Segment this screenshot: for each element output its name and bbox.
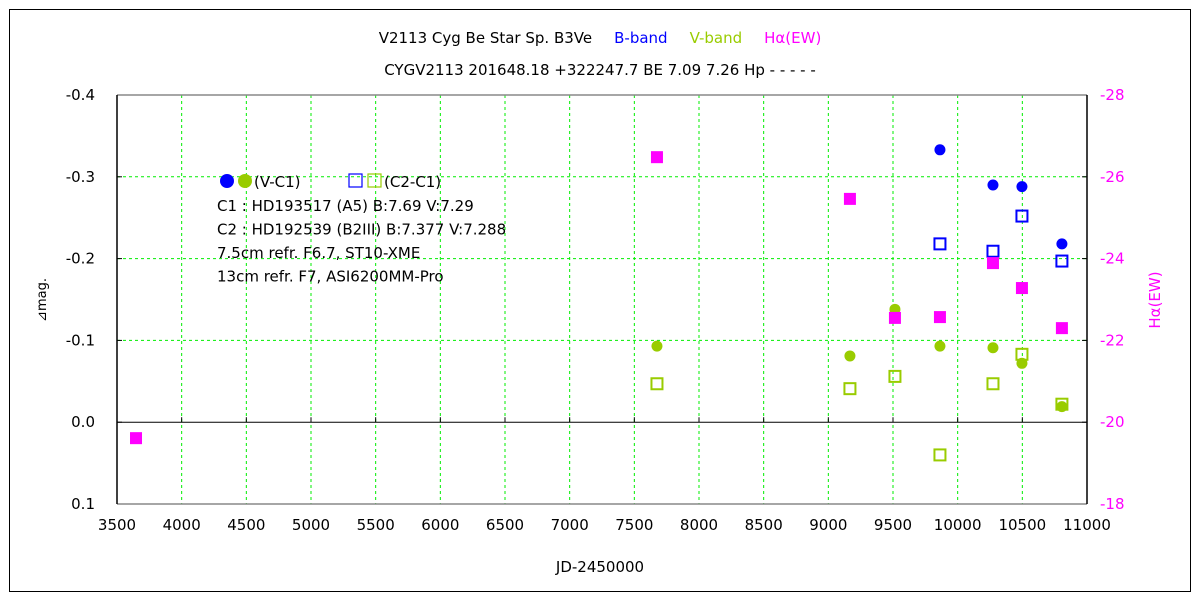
data-point <box>888 369 902 383</box>
y-tick-label: 0.1 <box>71 495 95 513</box>
data-point <box>1015 282 1028 295</box>
data-point <box>934 144 946 156</box>
legend-info-line: C2 : HD192539 (B2III) B:7.377 V:7.288 <box>217 221 506 239</box>
legend-green-square-icon <box>367 173 382 188</box>
data-point <box>1055 397 1069 411</box>
grid <box>117 95 1087 504</box>
legend-blue-circle-icon <box>220 174 234 188</box>
data-point <box>843 192 856 205</box>
y-tick-label: -0.4 <box>66 86 95 104</box>
outer-frame <box>9 9 1191 592</box>
data-point <box>1015 209 1029 223</box>
data-point <box>986 257 999 270</box>
data-point <box>933 237 947 251</box>
legend-label: (C2-C1) <box>384 173 441 191</box>
x-tick-label: 9000 <box>809 516 847 534</box>
x-tick-label: 11000 <box>1063 516 1111 534</box>
data-point <box>1016 181 1028 193</box>
x-tick-label: 6000 <box>421 516 459 534</box>
chart-subtitle: CYGV2113 201648.18 +322247.7 BE 7.09 7.2… <box>384 61 816 79</box>
y2-tick-label: -22 <box>1100 331 1125 349</box>
x-tick-label: 7500 <box>615 516 653 534</box>
x-tick-label: 4000 <box>163 516 201 534</box>
data-point <box>650 377 664 391</box>
data-points <box>130 144 1069 462</box>
y-tick-label: 0.0 <box>71 413 95 431</box>
y-axis-label: ⊿mag. <box>35 278 50 322</box>
data-point <box>933 448 947 462</box>
title-part: V2113 Cyg Be Star Sp. B3Ve <box>379 29 592 47</box>
data-point <box>130 432 143 445</box>
legend-info-line: 13cm refr. F7, ASI6200MM-Pro <box>217 268 444 286</box>
data-point <box>987 342 999 354</box>
chart-title: V2113 Cyg Be Star Sp. B3Ve B-band V-band Hα… <box>379 29 822 47</box>
axes: 3500 4000 4500 5000 5500 6000 6500 7000 7500 8000… <box>66 86 1125 534</box>
data-point <box>843 382 857 396</box>
data-point <box>650 151 663 164</box>
data-point <box>986 377 1000 391</box>
y2-tick-label: -26 <box>1100 168 1125 186</box>
legend-label: (V-C1) <box>254 173 301 191</box>
title-part: B-band <box>614 29 667 47</box>
x-tick-label: 3500 <box>98 516 136 534</box>
legend-blue-square-icon <box>348 173 363 188</box>
legend-info-line: 7.5cm refr. F6.7, ST10-XME <box>217 244 420 262</box>
title-part: Hα(EW) <box>764 29 821 47</box>
legend-info-line: C1 : HD193517 (A5) B:7.69 V:7.29 <box>217 197 474 215</box>
x-tick-label: 9500 <box>874 516 912 534</box>
data-point <box>987 179 999 191</box>
x-tick-label: 10500 <box>998 516 1046 534</box>
data-point <box>844 350 856 362</box>
x-tick-label: 4500 <box>227 516 265 534</box>
data-point <box>651 340 663 352</box>
x-tick-label: 8000 <box>680 516 718 534</box>
y2-tick-label: -20 <box>1100 413 1125 431</box>
y2-tick-label: -24 <box>1100 250 1125 268</box>
data-point <box>1055 322 1068 335</box>
data-point <box>1015 347 1029 361</box>
y2-tick-label: -18 <box>1100 495 1125 513</box>
legend-green-circle-icon <box>238 174 252 188</box>
x-tick-label: 6500 <box>486 516 524 534</box>
title-part: V-band <box>690 29 743 47</box>
legend: (V-C1) (C2-C1) C1 : HD193517 (A5) B:7.69 V… <box>217 173 506 286</box>
x-tick-label: 5000 <box>292 516 330 534</box>
data-point <box>1055 254 1069 268</box>
data-point <box>934 340 946 352</box>
y-tick-label: -0.1 <box>66 331 95 349</box>
x-axis-label: JD-2450000 <box>555 558 644 576</box>
x-tick-label: 10000 <box>934 516 982 534</box>
data-point <box>933 311 946 324</box>
data-point <box>888 311 901 324</box>
x-tick-label: 7000 <box>551 516 589 534</box>
y2-axis-label: Hα(EW) <box>1146 271 1164 328</box>
data-point <box>1056 238 1068 250</box>
y2-tick-label: -28 <box>1100 86 1125 104</box>
y-tick-label: -0.2 <box>66 250 95 268</box>
data-point <box>986 244 1000 258</box>
y-tick-label: -0.3 <box>66 168 95 186</box>
x-tick-label: 8500 <box>745 516 783 534</box>
x-tick-label: 5500 <box>357 516 395 534</box>
